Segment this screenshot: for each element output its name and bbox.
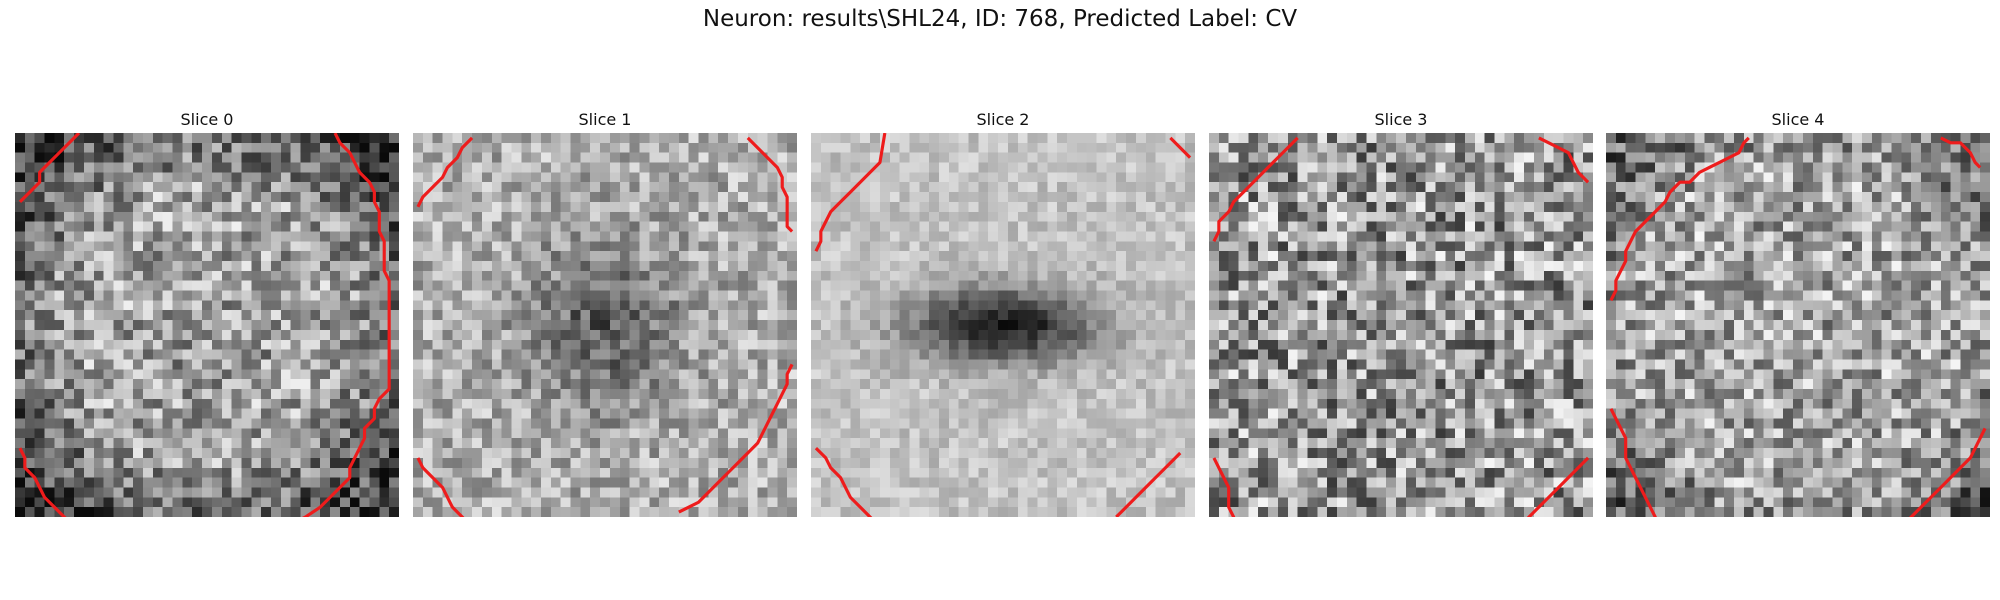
slice-4-contour bbox=[1609, 136, 1987, 517]
slice-4-contour-segment bbox=[1609, 136, 1750, 302]
slice-1-contour-segment bbox=[416, 136, 474, 208]
slice-1-contour bbox=[416, 136, 794, 517]
slice-2-contour-segment bbox=[1169, 136, 1192, 159]
slice-0-contour bbox=[18, 133, 391, 517]
slice-1-title: Slice 1 bbox=[578, 110, 632, 129]
slice-3-image bbox=[1209, 133, 1593, 517]
slice-3-contour-segment bbox=[1212, 457, 1236, 517]
slice-0-image bbox=[15, 133, 399, 517]
slice-4-panel bbox=[1606, 133, 1990, 517]
slice-4-contour-segment bbox=[1609, 407, 1657, 517]
slice-0-panel bbox=[15, 133, 399, 517]
slice-1-contour-segment bbox=[416, 457, 465, 517]
slice-2-panel bbox=[811, 133, 1195, 517]
slice-3-contour bbox=[1212, 136, 1590, 517]
slice-3-contour-segment bbox=[1526, 456, 1590, 517]
slice-3-contour-segment bbox=[1538, 136, 1590, 184]
slice-2-contour-segment bbox=[814, 133, 887, 252]
slice-2-contour-segment bbox=[814, 446, 873, 517]
slice-0-contour-segment bbox=[18, 133, 81, 204]
figure-title: Neuron: results\SHL24, ID: 768, Predicte… bbox=[702, 6, 1298, 32]
slice-1-panel bbox=[413, 133, 797, 517]
slice-2-image bbox=[811, 133, 1195, 517]
slice-2-contour bbox=[814, 133, 1192, 517]
slice-0-title: Slice 0 bbox=[180, 110, 234, 129]
slice-4-contour-segment bbox=[1940, 136, 1982, 169]
slice-4-contour-segment bbox=[1909, 427, 1987, 517]
slice-2-title: Slice 2 bbox=[976, 110, 1030, 129]
slice-2-contour-segment bbox=[1115, 451, 1182, 517]
slice-1-contour-segment bbox=[746, 136, 794, 233]
slice-3-title: Slice 3 bbox=[1374, 110, 1428, 129]
slice-0-contour-segment bbox=[18, 133, 391, 517]
slice-4-image bbox=[1606, 133, 1990, 517]
slice-3-panel bbox=[1209, 133, 1593, 517]
slice-3-contour-segment bbox=[1212, 136, 1299, 243]
slice-1-image bbox=[413, 133, 797, 517]
slice-1-contour-segment bbox=[678, 363, 794, 514]
slice-4-title: Slice 4 bbox=[1771, 110, 1825, 129]
